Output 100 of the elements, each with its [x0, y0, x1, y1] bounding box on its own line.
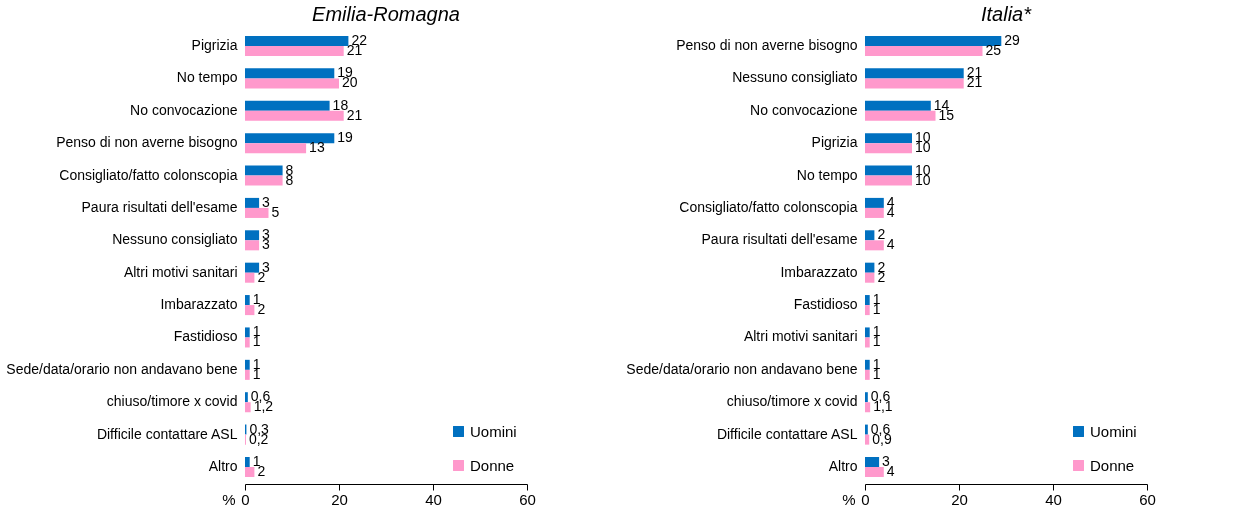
y-tick-label: No tempo	[176, 69, 238, 86]
bar	[865, 35, 1002, 46]
y-tick-label: chiuso/timore x covid	[106, 393, 238, 410]
bar	[245, 467, 255, 478]
bar	[865, 262, 875, 273]
bar	[865, 133, 912, 144]
bar	[245, 305, 255, 316]
bar	[245, 133, 335, 144]
bar	[865, 110, 936, 121]
y-tick-label: Paura risultati dell'esame	[701, 231, 858, 248]
y-tick-label: chiuso/timore x covid	[726, 393, 858, 410]
y-tick-label: Altri motivi sanitari	[123, 263, 238, 280]
data-label: 5	[271, 203, 280, 220]
y-tick-label: Imbarazzato	[780, 263, 858, 280]
y-tick-label: Fastidioso	[793, 296, 858, 313]
bar	[245, 78, 339, 89]
y-tick-label: Fastidioso	[173, 328, 238, 345]
bar	[245, 207, 269, 218]
bar	[245, 197, 260, 208]
y-tick-label: Consigliato/fatto colonscopia	[59, 166, 238, 183]
bar	[865, 424, 868, 435]
bar	[865, 467, 884, 478]
bar	[865, 175, 912, 186]
y-tick-label: Penso di non averne bisogno	[56, 134, 238, 151]
bar	[865, 207, 884, 218]
y-tick-label: Paura risultati dell'esame	[81, 198, 238, 215]
bar	[245, 35, 349, 46]
data-label: 19	[337, 129, 354, 146]
bar	[865, 359, 870, 370]
bar	[245, 369, 250, 380]
data-label: 0,3	[249, 420, 270, 437]
bar	[865, 327, 870, 338]
bar	[865, 434, 870, 445]
y-tick-label: Altro	[208, 458, 238, 474]
data-label: 25	[985, 42, 1002, 59]
bar	[865, 392, 868, 403]
bar	[245, 230, 260, 241]
bar	[245, 100, 330, 111]
bar	[245, 262, 260, 273]
bar	[245, 175, 283, 186]
x-tick-label: 40	[1045, 490, 1062, 508]
legend-label: Uomini	[1090, 422, 1137, 440]
bar	[865, 165, 912, 176]
chart-title: Italia*	[980, 3, 1033, 25]
bar	[245, 359, 250, 370]
y-tick-label: Pigrizia	[191, 37, 238, 53]
data-label: 29	[1004, 31, 1021, 48]
y-tick-label: Difficile contattare ASL	[96, 425, 238, 442]
x-axis-title: %	[842, 490, 856, 508]
bar	[865, 456, 880, 467]
bar	[865, 46, 983, 57]
bar	[865, 78, 964, 89]
y-tick-label: Penso di non averne bisogno	[676, 37, 858, 53]
bar	[865, 240, 884, 251]
bar	[865, 272, 875, 283]
bar	[865, 295, 870, 306]
y-tick-label: Imbarazzato	[160, 296, 238, 313]
bar	[245, 295, 250, 306]
data-label: 2	[877, 226, 886, 243]
y-tick-label: Sede/data/orario non andavano bene	[6, 360, 238, 377]
bar	[865, 197, 884, 208]
x-axis-title: %	[222, 490, 236, 508]
bar	[865, 143, 912, 154]
bar	[245, 272, 255, 283]
y-tick-label: Altri motivi sanitari	[743, 328, 858, 345]
bar	[865, 68, 964, 79]
y-tick-label: Nessuno consigliato	[112, 231, 238, 248]
bar	[245, 143, 307, 154]
data-label: 3	[262, 193, 271, 210]
x-tick-label: 40	[425, 490, 442, 508]
data-label: 4	[886, 236, 895, 253]
bar	[245, 165, 283, 176]
legend-label: Uomini	[470, 422, 517, 440]
x-tick-label: 60	[519, 490, 536, 508]
y-tick-label: Consigliato/fatto colonscopia	[679, 198, 858, 215]
bar	[245, 456, 250, 467]
bar	[865, 100, 931, 111]
x-tick-label: 60	[1139, 490, 1156, 508]
bar	[245, 337, 250, 348]
y-tick-label: No tempo	[796, 166, 858, 183]
legend-label: Donne	[470, 456, 515, 474]
y-tick-label: Nessuno consigliato	[732, 69, 858, 86]
legend-label: Donne	[1090, 456, 1135, 474]
y-tick-label: No convocazione	[130, 101, 238, 118]
bar	[245, 327, 250, 338]
y-tick-label: Altro	[828, 458, 858, 474]
bar	[865, 402, 871, 413]
bar	[245, 240, 260, 251]
bar	[865, 230, 875, 241]
bar	[865, 369, 870, 380]
bar	[245, 402, 251, 413]
chart-title: Emilia-Romagna	[312, 3, 460, 25]
y-tick-label: Sede/data/orario non andavano bene	[626, 360, 858, 377]
x-tick-label: 20	[331, 490, 348, 508]
bar	[245, 68, 335, 79]
bar	[245, 46, 344, 57]
data-label: 3	[882, 452, 891, 469]
bar	[245, 392, 248, 403]
y-tick-label: No convocazione	[750, 101, 858, 118]
x-tick-label: 0	[861, 490, 870, 508]
